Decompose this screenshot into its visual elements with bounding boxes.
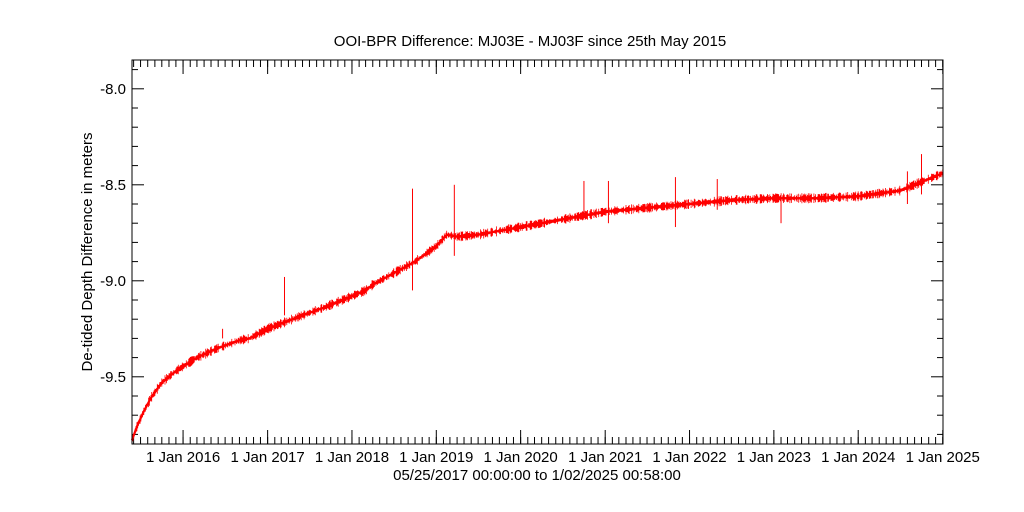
x-tick-label: 1 Jan 2024 (821, 449, 895, 466)
x-tick-labels: 1 Jan 2016 1 Jan 2017 1 Jan 2018 1 Jan 2019… (146, 449, 980, 466)
x-tick-label: 1 Jan 2017 (231, 449, 305, 466)
y-tick-label: -9.0 (100, 273, 126, 290)
plot-frame (131, 59, 944, 445)
data-series (130, 154, 944, 444)
x-tick-label: 1 Jan 2018 (315, 449, 389, 466)
series-noise (131, 169, 944, 444)
y-tick-label: -9.5 (100, 369, 126, 386)
x-tick-label: 1 Jan 2019 (399, 449, 473, 466)
x-tick-label: 1 Jan 2023 (737, 449, 811, 466)
y-tick-label: -8.5 (100, 177, 126, 194)
x-tick-label: 1 Jan 2016 (146, 449, 220, 466)
y-tick-label: -8.0 (100, 81, 126, 98)
series-line (130, 172, 944, 441)
x-tick-label: 1 Jan 2022 (652, 449, 726, 466)
x-tick-label: 1 Jan 2020 (484, 449, 558, 466)
y-tick-labels: -8.0 -8.5 -9.0 -9.5 (100, 81, 126, 386)
chart-title: OOI-BPR Difference: MJ03E - MJ03F since … (334, 33, 726, 50)
y-axis-label: De-tided Depth Difference in meters (79, 132, 96, 371)
x-tick-label: 1 Jan 2025 (906, 449, 980, 466)
x-tick-label: 1 Jan 2021 (568, 449, 642, 466)
x-axis-label: 05/25/2017 00:00:00 to 1/02/2025 00:58:0… (393, 467, 681, 484)
tick-marks (132, 60, 944, 444)
